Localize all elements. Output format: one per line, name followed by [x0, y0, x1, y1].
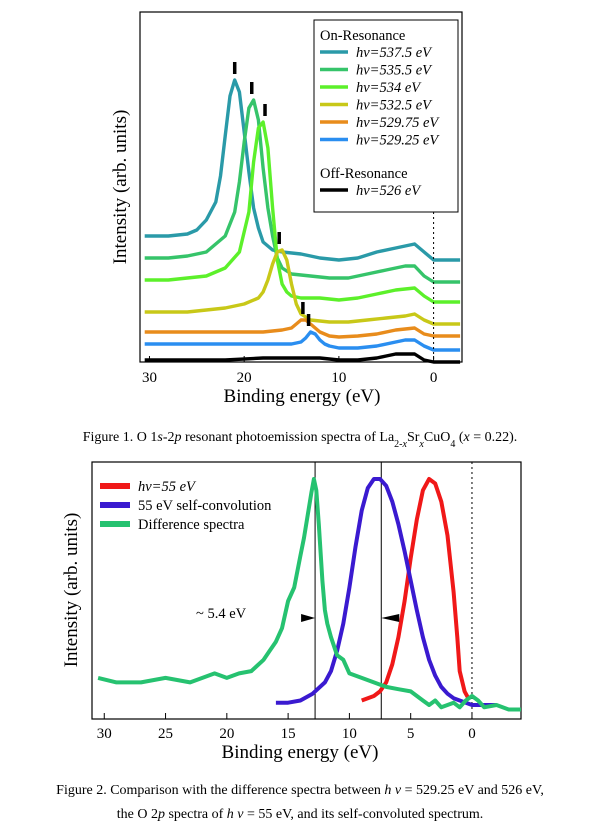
figure1-y-axis-label: Intensity (arb. units) — [110, 110, 131, 265]
figure2-x-axis-label: Binding energy (eV) — [222, 742, 379, 763]
figure1-chart: 30 20 10 0 Binding energy (eV) Intensity (a… — [110, 11, 463, 407]
figure2-x-tick-label: 30 — [97, 726, 112, 742]
figure2-x-tick-label: 10 — [342, 726, 357, 742]
figure1-legend-label: hν=537.5 eV — [356, 45, 433, 61]
figure2-plot-frame — [91, 461, 522, 720]
figure2-x-tick-label: 5 — [407, 726, 415, 742]
figure1-x-tick-label: 0 — [430, 370, 438, 386]
figure2-x-tick-label: 20 — [219, 726, 234, 742]
figure1-caption: Figure 1. O 1s-2p resonant photoemission… — [83, 430, 518, 450]
upp-arrow-left — [301, 614, 316, 622]
figure1-legend-label: hν=529.75 eV — [356, 115, 440, 131]
figure1-series-line — [144, 248, 461, 326]
figure2-series-line — [275, 477, 497, 707]
figure2-x-tick-label: 15 — [281, 726, 296, 742]
figure1-x-axis-label: Binding energy (eV) — [224, 386, 381, 407]
upp-arrow-right — [381, 614, 400, 622]
figure1-x-tick-label: 10 — [331, 370, 346, 386]
figure2-series-line — [360, 477, 471, 703]
figure1-legend-label: hν=534 eV — [356, 80, 422, 96]
figure2-legend: hν=55 eV 55 eV self-convolution Difference… — [100, 479, 272, 533]
figure1-x-tick-label: 30 — [142, 370, 157, 386]
figure2-legend-label: Difference spectra — [138, 517, 245, 533]
figure2-series-line — [97, 477, 521, 712]
figure2-x-tick-label: 0 — [468, 726, 476, 742]
figure2-x-tick-label: 25 — [158, 726, 173, 742]
figure1-legend-label: hν=529.25 eV — [356, 133, 440, 149]
figure1-legend-label: hν=532.5 eV — [356, 98, 433, 114]
figure1-series-line — [144, 78, 461, 262]
figure1-legend-title: Off-Resonance — [320, 166, 408, 182]
figure1-legend-label: hν=526 eV — [356, 183, 422, 199]
figure2-y-axis-label: Intensity (arb. units) — [61, 513, 82, 668]
figure1-x-tick-label: 20 — [237, 370, 252, 386]
figure2-chart: 30 25 20 15 10 5 0 Upp ~ 5.4 eV hν=55 eV 55 eV … — [61, 461, 522, 763]
figure1-plot-frame — [139, 11, 463, 363]
figure1-series-line — [144, 352, 461, 364]
upp-label: Upp ~ 5.4 eV — [196, 606, 247, 622]
figure2-legend-label: 55 eV self-convolution — [138, 498, 272, 514]
figure2-caption-line1: Figure 2. Comparison with the difference… — [56, 783, 544, 798]
figure1-legend-title: On-Resonance — [320, 28, 405, 44]
figure1-series-line — [144, 330, 461, 352]
figure2-upp-annotation: Upp ~ 5.4 eV — [196, 606, 400, 622]
figure2-legend-label: hν=55 eV — [138, 479, 197, 495]
figure1-series-line — [144, 120, 461, 304]
figure1-series-line — [144, 318, 461, 339]
figure2-caption-line2: the O 2p spectra of h ν = 55 eV, and its… — [117, 807, 484, 822]
figure1-legend-label: hν=535.5 eV — [356, 63, 433, 79]
